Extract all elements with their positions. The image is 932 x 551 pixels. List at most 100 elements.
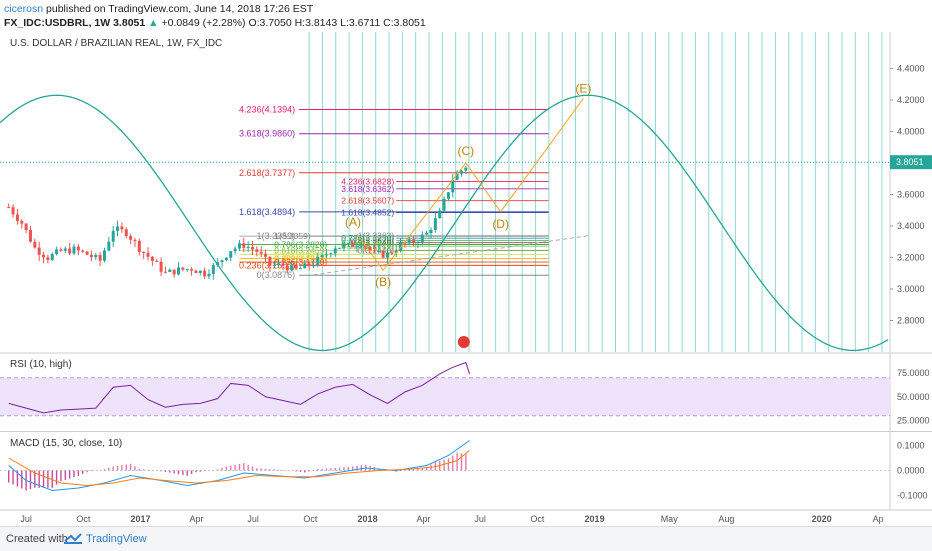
rsi-line xyxy=(8,361,471,414)
fib-level-label: 0.236(3.1500) xyxy=(239,260,295,270)
candle-body xyxy=(55,249,59,255)
candle-body xyxy=(155,260,159,262)
time-tick-label: Aug xyxy=(718,514,734,524)
candle-body xyxy=(333,248,337,254)
candle-body xyxy=(129,236,133,240)
candle-body xyxy=(28,230,32,242)
candle-body xyxy=(412,239,416,244)
candle-body xyxy=(142,251,146,253)
candle-body xyxy=(464,167,468,171)
candle-body xyxy=(390,252,394,254)
last-price-label: 3.8051 xyxy=(896,157,924,167)
candle-body xyxy=(181,267,185,270)
time-tick-label: Jul xyxy=(247,514,259,524)
candle-body xyxy=(194,270,198,273)
candle-body xyxy=(259,251,263,254)
candle-body xyxy=(407,239,411,244)
macd-signal-line xyxy=(8,450,470,487)
last-price: 3.8051 xyxy=(113,17,146,29)
candle-body xyxy=(381,250,385,258)
candlestick-series xyxy=(7,166,468,280)
chart-area[interactable]: U.S. DOLLAR / BRAZILIAN REAL, 1W, FX_IDC… xyxy=(0,32,932,526)
time-tick-label: Apr xyxy=(190,514,204,524)
pattern-point-label: (C) xyxy=(457,144,474,158)
candle-body xyxy=(85,251,89,255)
fib-minor-label: 0.786(3.3230) xyxy=(341,233,394,243)
candle-body xyxy=(311,264,315,267)
price-tick-label: 3.2000 xyxy=(897,253,925,263)
time-tick-label: Jul xyxy=(474,514,486,524)
candle-body xyxy=(359,245,363,247)
candle-body xyxy=(255,249,259,252)
fib-minor-label: 0.236(3.2719) xyxy=(341,241,394,251)
plot-background xyxy=(0,32,890,510)
candle-body xyxy=(168,269,172,272)
rsi-tick-label: 25.0000 xyxy=(897,416,930,426)
candle-body xyxy=(385,252,389,258)
candle-body xyxy=(102,250,106,261)
candle-body xyxy=(116,226,120,231)
price-tick-label: 4.2000 xyxy=(897,95,925,105)
candle-body xyxy=(351,243,355,248)
fib-level-label: 0(3.0876) xyxy=(257,270,296,280)
author-link[interactable]: cicerosn xyxy=(4,3,44,15)
candle-body xyxy=(68,248,72,254)
candle-body xyxy=(329,253,333,255)
time-tick-label: Oct xyxy=(76,514,91,524)
candle-body xyxy=(251,247,255,250)
candle-body xyxy=(81,250,85,252)
candle-body xyxy=(50,254,54,260)
candle-body xyxy=(46,257,50,260)
ohlc-values: O:3.7050 H:3.8143 L:3.6711 C:3.8051 xyxy=(248,17,426,29)
candle-body xyxy=(399,242,403,251)
candle-body xyxy=(307,263,311,267)
event-flag-icon xyxy=(457,336,470,348)
candle-body xyxy=(455,173,459,180)
candle-body xyxy=(237,243,241,249)
candle-body xyxy=(264,253,268,257)
publish-line: cicerosn published on TradingView.com, J… xyxy=(4,3,313,15)
candle-body xyxy=(89,254,93,258)
candle-body xyxy=(320,254,324,257)
candle-body xyxy=(220,260,224,263)
candle-body xyxy=(377,250,381,252)
tradingview-brand-link[interactable]: TradingView xyxy=(86,533,147,545)
candle-body xyxy=(137,240,141,252)
pattern-point-label: (E) xyxy=(575,81,591,95)
candle-body xyxy=(198,270,202,273)
candle-body xyxy=(172,269,176,275)
candle-body xyxy=(420,234,424,243)
footer-bar: Created with TradingView xyxy=(0,526,932,551)
candle-body xyxy=(190,269,194,271)
fib-minor-label: 0.236(3.1710) xyxy=(274,257,327,267)
published-text: published on TradingView.com, June 14, 2… xyxy=(46,3,314,15)
candle-body xyxy=(216,262,220,266)
candle-body xyxy=(433,218,437,230)
time-tick-label: 2017 xyxy=(131,514,151,524)
price-tick-label: 3.0000 xyxy=(897,284,925,294)
candle-body xyxy=(429,229,433,234)
macd-pane-title: MACD (15, 30, close, 10) xyxy=(10,438,122,449)
up-arrow-icon: ▲ xyxy=(148,17,159,29)
candle-body xyxy=(290,264,294,271)
symbol-line: FX_IDC:USDBRL, 1W 3.8051 ▲ +0.0849 (+2.2… xyxy=(4,17,426,29)
fib-minor-label: 2.618(3.5607) xyxy=(341,196,394,206)
fib-minor-label: 3.618(3.6362) xyxy=(341,184,394,194)
candle-body xyxy=(98,254,102,261)
candle-body xyxy=(394,250,398,253)
candle-body xyxy=(368,247,372,251)
candle-body xyxy=(229,251,233,258)
time-tick-label: Oct xyxy=(530,514,545,524)
candle-body xyxy=(325,254,329,256)
fib-level-label: 4.236(4.1394) xyxy=(239,105,295,115)
candle-body xyxy=(342,244,346,248)
macd-tick-label: -0.1000 xyxy=(897,491,928,501)
candle-body xyxy=(176,267,180,275)
price-tick-label: 2.8000 xyxy=(897,316,925,326)
candle-body xyxy=(163,271,167,273)
fib-level-label: 3.618(3.9860) xyxy=(239,129,295,139)
candle-body xyxy=(246,247,250,249)
candle-body xyxy=(24,223,28,231)
candle-body xyxy=(94,254,98,258)
candle-body xyxy=(203,270,207,277)
